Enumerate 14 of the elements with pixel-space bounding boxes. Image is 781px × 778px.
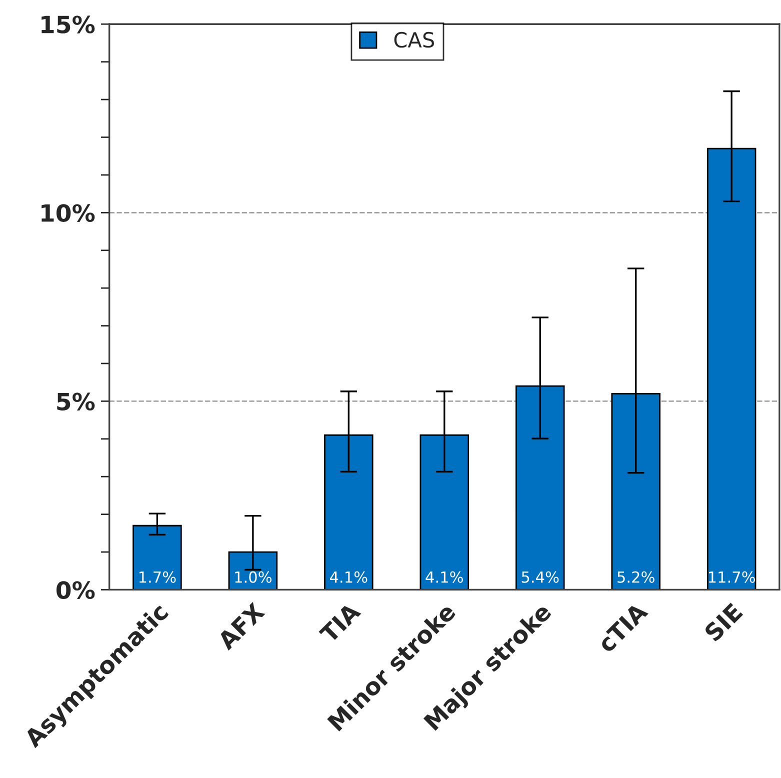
y-tick-label: 15% — [42, 16, 95, 34]
y-tick-label: 5% — [57, 392, 95, 410]
data-label: 4.1% — [330, 571, 368, 583]
y-tick-label: 10% — [42, 204, 95, 222]
x-tick-label: TIA — [318, 601, 362, 644]
y-tick-label: 0% — [56, 581, 95, 600]
data-label: 11.7% — [708, 571, 755, 583]
data-label: 1.0% — [235, 571, 272, 583]
data-label: 5.4% — [522, 571, 559, 583]
data-label: 5.2% — [618, 571, 654, 583]
legend-label: CAS — [394, 32, 434, 48]
data-label: 4.1% — [426, 571, 463, 583]
x-tick-label: SIE — [703, 602, 744, 642]
data-label: 1.7% — [139, 571, 176, 583]
